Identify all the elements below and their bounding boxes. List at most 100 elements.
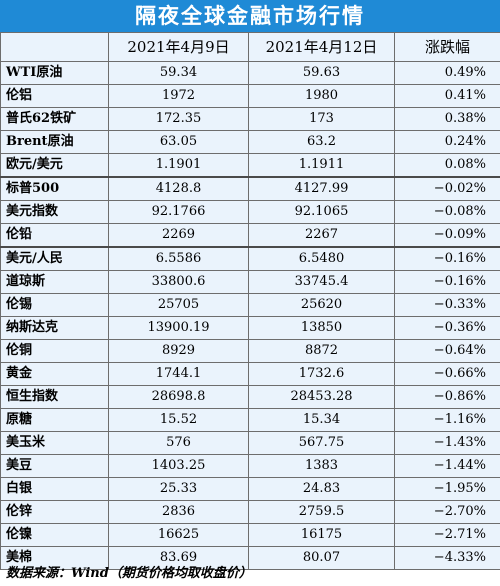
row-value-date-2: 567.75 (248, 431, 395, 455)
row-change: −0.86% (394, 385, 500, 409)
row-change: −1.43% (394, 431, 500, 455)
header-name (0, 32, 109, 62)
row-value-date-2: 63.2 (248, 130, 395, 154)
row-change: −0.09% (394, 223, 500, 248)
row-value-date-2: 1.1911 (248, 153, 395, 178)
table-row: 普氏62铁矿 172.35 173 0.38% (0, 107, 500, 131)
row-value-date-1: 63.05 (108, 130, 249, 154)
row-change: 0.41% (394, 84, 500, 108)
row-value-date-2: 59.63 (248, 61, 395, 85)
row-value-date-2: 1383 (248, 454, 395, 478)
row-value-date-1: 576 (108, 431, 249, 455)
row-value-date-2: 2759.5 (248, 500, 395, 524)
row-value-date-2: 28453.28 (248, 385, 395, 409)
row-change: −1.16% (394, 408, 500, 432)
row-value-date-2: 24.83 (248, 477, 395, 501)
row-name: 黄金 (0, 362, 109, 386)
table-row: 伦铅 2269 2267 −0.09% (0, 223, 500, 248)
table-row: 伦锡 25705 25620 −0.33% (0, 293, 500, 317)
row-change: −4.33% (394, 546, 500, 570)
row-value-date-2: 15.34 (248, 408, 395, 432)
row-name: 恒生指数 (0, 385, 109, 409)
row-change: −0.36% (394, 316, 500, 340)
table-row: 纳斯达克 13900.19 13850 −0.36% (0, 316, 500, 340)
row-change: 0.24% (394, 130, 500, 154)
row-value-date-2: 1980 (248, 84, 395, 108)
row-name: 标普500 (0, 176, 109, 201)
row-value-date-2: 173 (248, 107, 395, 131)
table-row: 美棉 83.69 80.07 −4.33% (0, 546, 500, 570)
row-name: Brent原油 (0, 130, 109, 154)
header-date-2: 2021年4月12日 (248, 32, 395, 62)
row-value-date-1: 2269 (108, 223, 249, 248)
row-value-date-1: 4128.8 (108, 176, 249, 201)
table-body: WTI原油 59.34 59.63 0.49% 伦铝 1972 1980 0.41% 普氏62铁… (0, 61, 500, 570)
table-row: 伦锌 2836 2759.5 −2.70% (0, 500, 500, 524)
row-name: 白银 (0, 477, 109, 501)
table-row: 标普500 4128.8 4127.99 −0.02% (0, 176, 500, 201)
row-name: WTI原油 (0, 61, 109, 85)
row-change: −0.16% (394, 270, 500, 294)
row-name: 伦锡 (0, 293, 109, 317)
row-change: −2.70% (394, 500, 500, 524)
table-row: 伦铜 8929 8872 −0.64% (0, 339, 500, 363)
row-name: 伦锌 (0, 500, 109, 524)
table-row: 美元/人民 6.5586 6.5480 −0.16% (0, 246, 500, 271)
row-name: 美玉米 (0, 431, 109, 455)
row-name: 伦铅 (0, 223, 109, 248)
row-value-date-1: 13900.19 (108, 316, 249, 340)
row-value-date-1: 15.52 (108, 408, 249, 432)
row-name: 美棉 (0, 546, 109, 570)
row-name: 普氏62铁矿 (0, 107, 109, 131)
header-date-1: 2021年4月9日 (108, 32, 249, 62)
row-name: 伦镍 (0, 523, 109, 547)
table-row: 伦镍 16625 16175 −2.71% (0, 523, 500, 547)
row-value-date-1: 1403.25 (108, 454, 249, 478)
header-change: 涨跌幅 (394, 32, 500, 62)
row-value-date-1: 28698.8 (108, 385, 249, 409)
row-value-date-1: 1744.1 (108, 362, 249, 386)
source-note: 数据来源：Wind（期货价格均取收盘价） (6, 566, 252, 581)
table-row: 美玉米 576 567.75 −1.43% (0, 431, 500, 455)
row-name: 纳斯达克 (0, 316, 109, 340)
row-value-date-2: 33745.4 (248, 270, 395, 294)
row-value-date-1: 59.34 (108, 61, 249, 85)
row-change: −0.02% (394, 176, 500, 201)
row-name: 美豆 (0, 454, 109, 478)
row-change: −0.66% (394, 362, 500, 386)
market-table: 2021年4月9日 2021年4月12日 涨跌幅 WTI原油 59.34 59.63… (0, 32, 500, 570)
table-row: 黄金 1744.1 1732.6 −0.66% (0, 362, 500, 386)
table-row: 欧元/美元 1.1901 1.1911 0.08% (0, 153, 500, 178)
row-change: −0.64% (394, 339, 500, 363)
row-value-date-1: 92.1766 (108, 200, 249, 224)
row-change: −2.71% (394, 523, 500, 547)
row-change: −0.16% (394, 246, 500, 271)
row-value-date-1: 33800.6 (108, 270, 249, 294)
table-row: 道琼斯 33800.6 33745.4 −0.16% (0, 270, 500, 294)
table-row: 伦铝 1972 1980 0.41% (0, 84, 500, 108)
row-value-date-1: 8929 (108, 339, 249, 363)
row-value-date-2: 92.1065 (248, 200, 395, 224)
row-value-date-1: 6.5586 (108, 246, 249, 271)
row-value-date-1: 2836 (108, 500, 249, 524)
row-change: −1.95% (394, 477, 500, 501)
row-value-date-1: 172.35 (108, 107, 249, 131)
row-name: 欧元/美元 (0, 153, 109, 178)
row-value-date-2: 80.07 (248, 546, 395, 570)
row-change: 0.49% (394, 61, 500, 85)
row-name: 伦铝 (0, 84, 109, 108)
row-value-date-2: 13850 (248, 316, 395, 340)
row-value-date-2: 1732.6 (248, 362, 395, 386)
row-name: 美元/人民 (0, 246, 109, 271)
table-row: 美豆 1403.25 1383 −1.44% (0, 454, 500, 478)
table-row: 恒生指数 28698.8 28453.28 −0.86% (0, 385, 500, 409)
row-change: −1.44% (394, 454, 500, 478)
table-row: 原糖 15.52 15.34 −1.16% (0, 408, 500, 432)
row-change: 0.38% (394, 107, 500, 131)
page-title: 隔夜全球金融市场行情 (0, 0, 500, 32)
table-row: 美元指数 92.1766 92.1065 −0.08% (0, 200, 500, 224)
row-value-date-2: 8872 (248, 339, 395, 363)
table-row: WTI原油 59.34 59.63 0.49% (0, 61, 500, 85)
row-change: −0.33% (394, 293, 500, 317)
